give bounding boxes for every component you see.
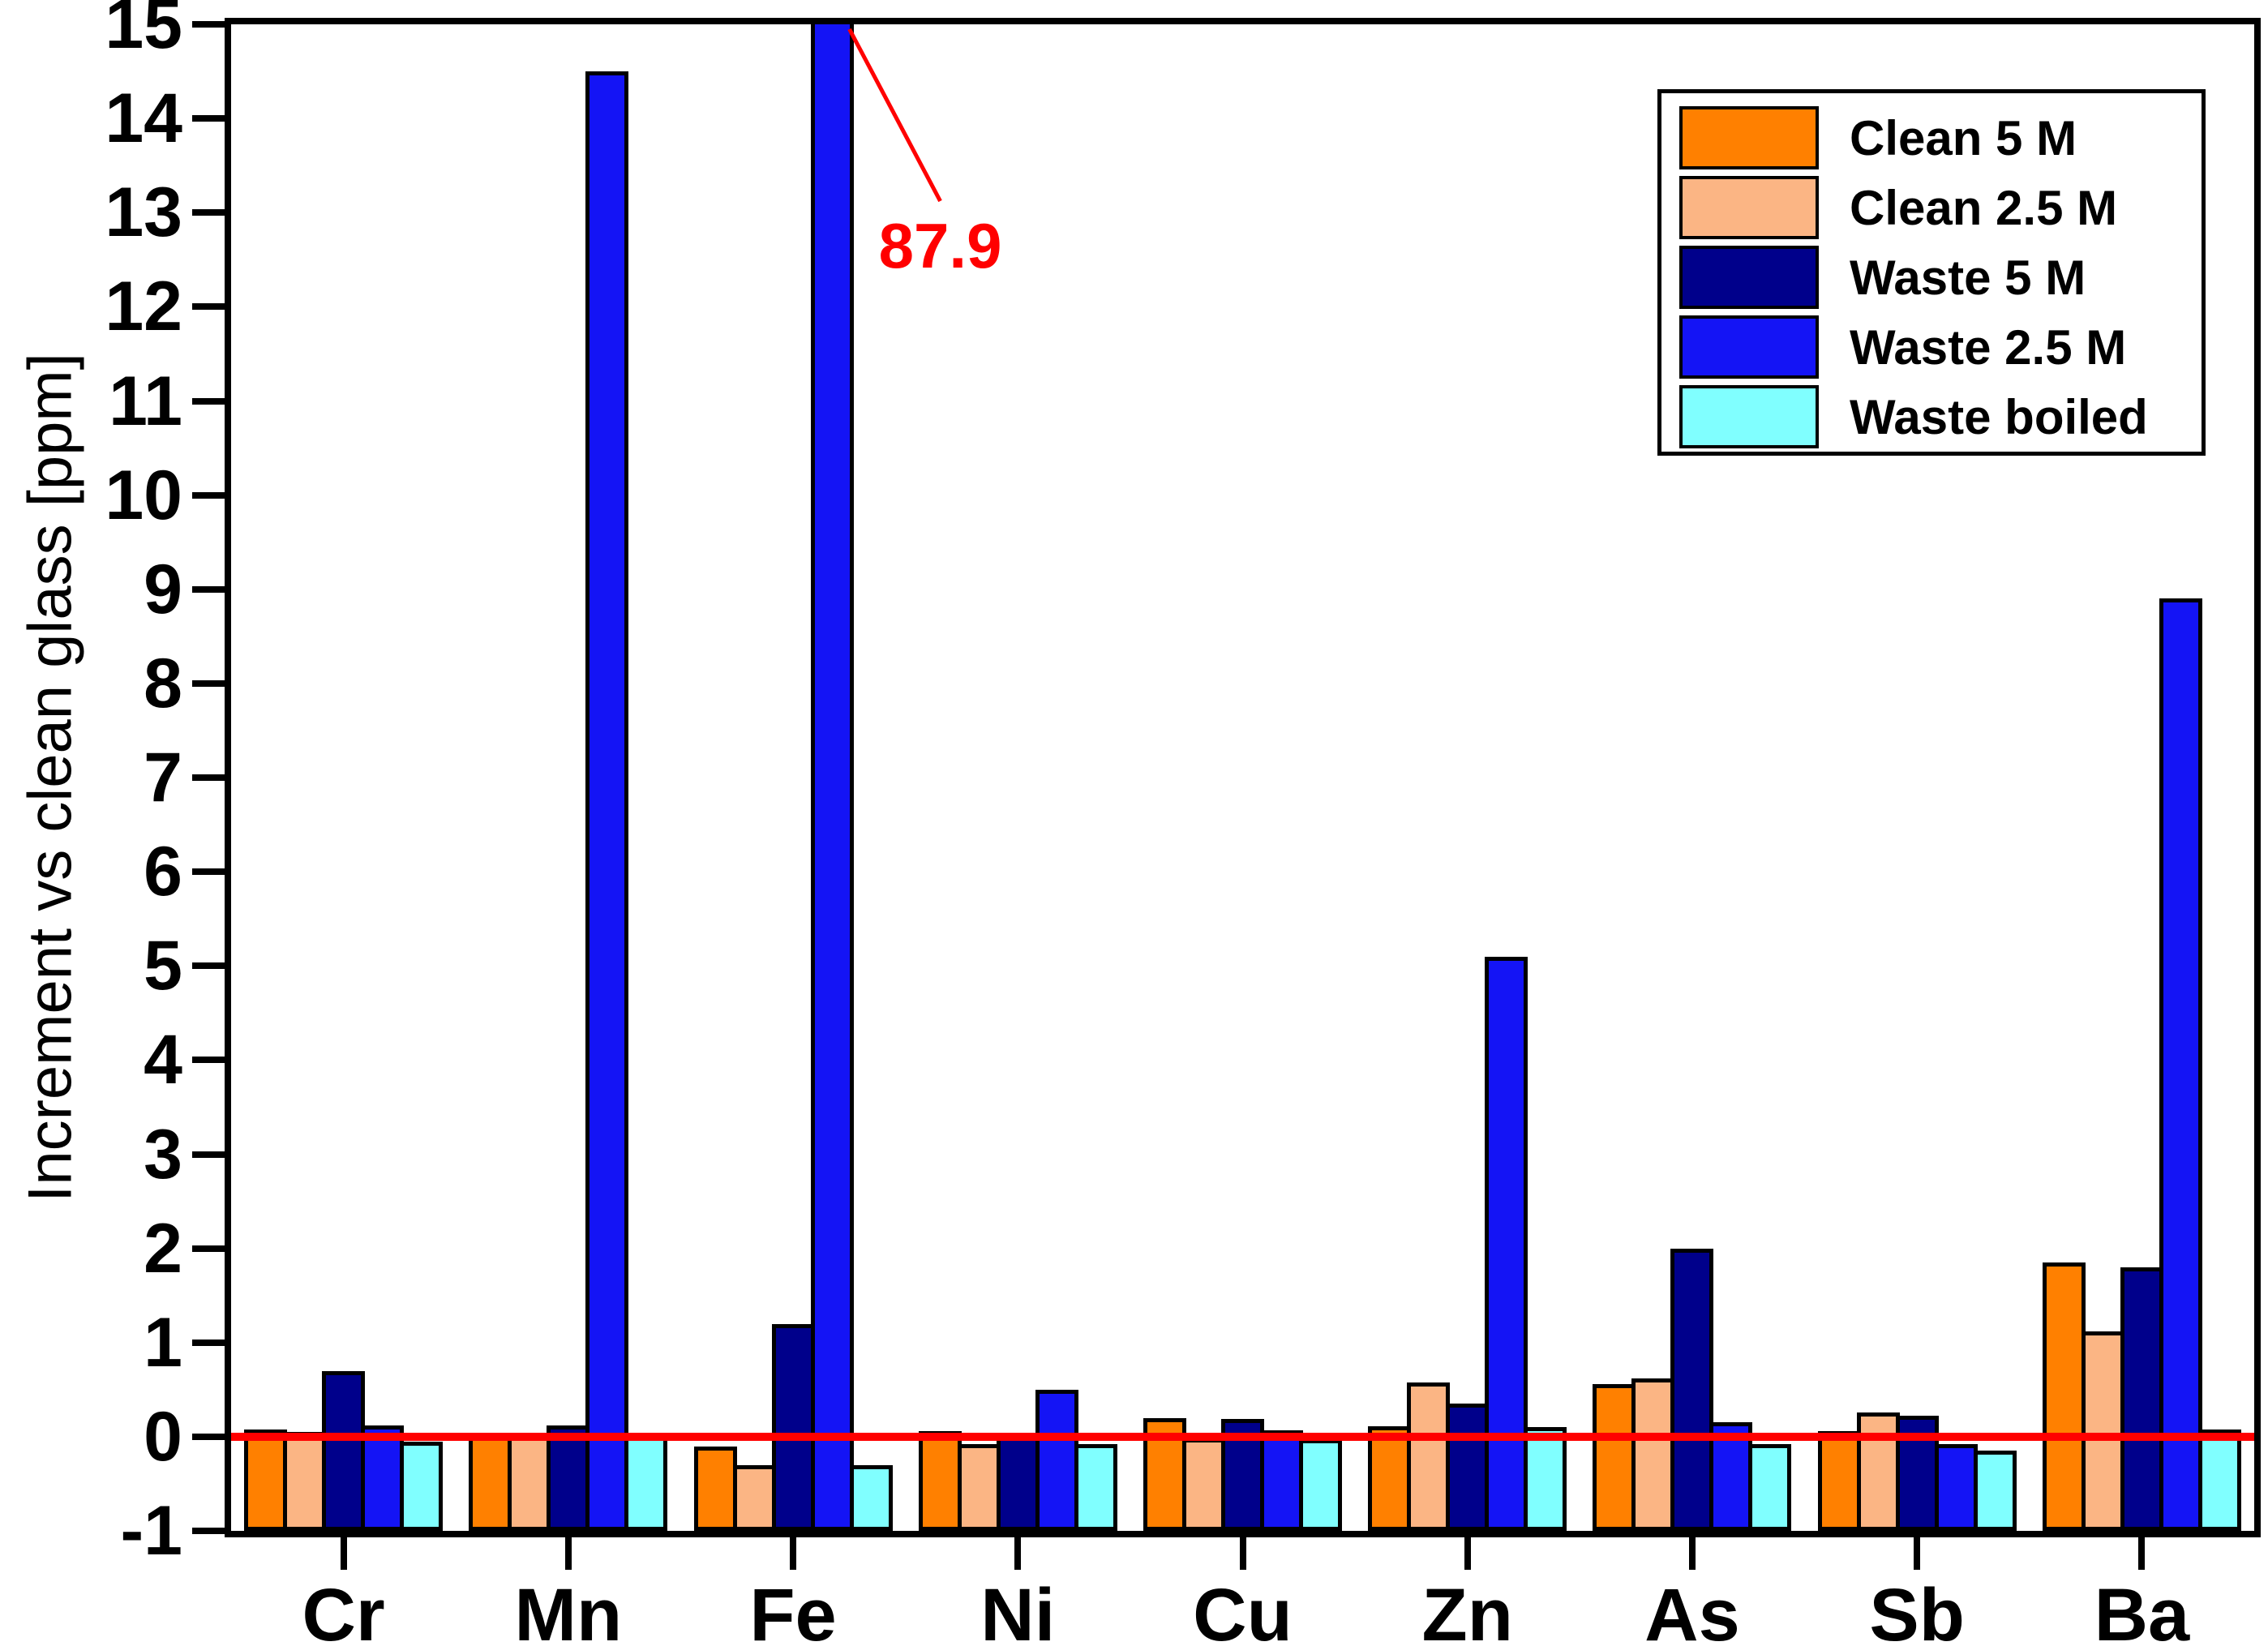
y-tick-label: 12 [105, 268, 182, 346]
legend-color-swatch [1679, 315, 1819, 379]
x-tick-label: Sb [1869, 1574, 1965, 1646]
x-axis-tick [1464, 1537, 1471, 1570]
bar [2197, 1429, 2241, 1531]
x-tick-label: Zn [1421, 1574, 1513, 1646]
legend-item: Waste 5 M [1679, 246, 2086, 309]
bar [1035, 1389, 1078, 1531]
y-axis-tick [192, 397, 225, 405]
legend-color-swatch [1679, 246, 1819, 309]
y-axis-tick [192, 585, 225, 593]
x-axis-tick [564, 1537, 572, 1570]
x-tick-label: Cu [1193, 1574, 1293, 1646]
x-tick-label: As [1644, 1574, 1740, 1646]
y-axis-tick [192, 303, 225, 311]
bar [400, 1441, 444, 1531]
x-tick-label: Ba [2094, 1574, 2190, 1646]
x-axis-tick [1688, 1537, 1696, 1570]
y-axis-tick [192, 868, 225, 876]
x-tick-label: Fe [749, 1574, 837, 1646]
y-axis-tick [192, 1057, 225, 1064]
annotation-value-label: 87.9 [878, 210, 1002, 281]
x-axis-tick [1914, 1537, 1921, 1570]
bar [2081, 1331, 2124, 1531]
y-tick-label: 0 [144, 1397, 182, 1476]
x-tick-label: Ni [980, 1574, 1056, 1646]
bar [1670, 1248, 1714, 1531]
y-axis-tick [192, 962, 225, 970]
legend-item-label: Waste 5 M [1850, 250, 2086, 305]
y-tick-label: 13 [105, 174, 182, 252]
y-axis-tick [192, 774, 225, 781]
y-tick-label: 2 [144, 1209, 182, 1288]
bar [585, 71, 629, 1531]
legend-item: Waste 2.5 M [1679, 315, 2126, 379]
bar [2159, 598, 2202, 1531]
legend-color-swatch [1679, 385, 1819, 448]
x-axis-tick [1014, 1537, 1022, 1570]
bar [1074, 1444, 1117, 1531]
legend-item-label: Clean 5 M [1850, 110, 2077, 165]
legend-item: Clean 5 M [1679, 106, 2077, 169]
y-axis-tick [192, 115, 225, 122]
bar [849, 1464, 893, 1531]
bar [624, 1436, 668, 1531]
bar [1973, 1451, 2017, 1531]
legend: Clean 5 M Clean 2.5 M Waste 5 M Waste 2.5 M… [1657, 89, 2206, 456]
y-axis-tick [192, 491, 225, 499]
bar [810, 24, 854, 1531]
legend-item: Waste boiled [1679, 385, 2148, 448]
bar [1748, 1444, 1792, 1531]
bar [1856, 1412, 1900, 1531]
legend-color-swatch [1679, 176, 1819, 239]
bar [1299, 1439, 1342, 1531]
y-tick-label: -1 [120, 1492, 182, 1570]
y-axis-tick [192, 1245, 225, 1252]
x-axis-tick [1239, 1537, 1246, 1570]
legend-item-label: Waste 2.5 M [1850, 319, 2127, 375]
y-axis-tick [192, 679, 225, 687]
bar [361, 1425, 405, 1531]
y-tick-label: 14 [105, 79, 182, 158]
legend-item: Clean 2.5 M [1679, 176, 2117, 239]
y-axis-tick [192, 209, 225, 216]
y-tick-label: 1 [144, 1303, 182, 1382]
y-axis-tick [192, 21, 225, 28]
y-tick-label: 15 [105, 0, 182, 63]
y-axis-tick [192, 1339, 225, 1346]
y-axis-tick [192, 1528, 225, 1534]
legend-item-label: Clean 2.5 M [1850, 180, 2118, 235]
x-tick-label: Cr [302, 1574, 385, 1646]
y-axis-tick [192, 1433, 225, 1440]
x-axis-tick [790, 1537, 797, 1570]
y-axis-title: Increment vs clean glass [ppm] [15, 353, 85, 1202]
x-axis-tick [2138, 1537, 2146, 1570]
legend-item-label: Waste boiled [1850, 389, 2148, 444]
bar [1524, 1427, 1567, 1531]
x-axis-tick [340, 1537, 347, 1570]
x-tick-label: Mn [514, 1574, 623, 1646]
legend-color-swatch [1679, 106, 1819, 169]
annotation-callout-line [847, 28, 942, 203]
y-axis-tick [192, 1151, 225, 1158]
zero-reference-line [231, 1432, 2254, 1441]
